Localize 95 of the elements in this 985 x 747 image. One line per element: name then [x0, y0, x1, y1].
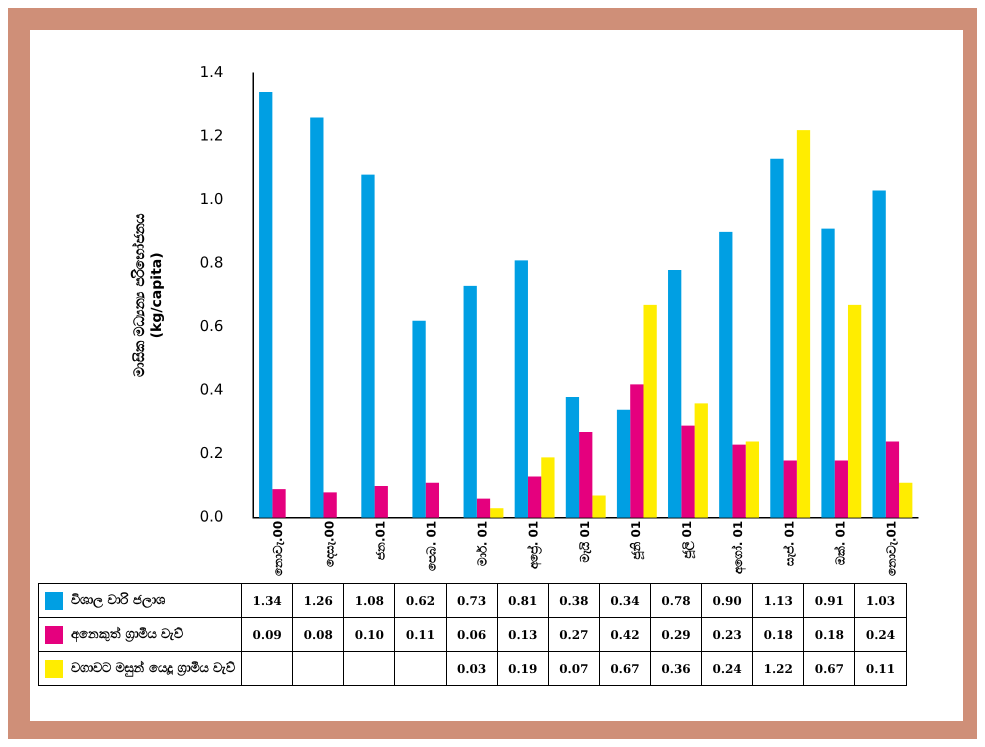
data-label: 0.90: [702, 584, 753, 618]
y-tick-label: 0.2: [200, 444, 224, 462]
bar: [323, 492, 337, 518]
bar: [374, 486, 388, 518]
data-label: 1.13: [752, 584, 804, 618]
x-tick-label: ජූලි 01: [680, 520, 696, 559]
data-label: 0.18: [804, 618, 855, 652]
bar: [770, 158, 784, 518]
x-tick-label: සැප්. 01: [782, 520, 796, 566]
bar: [514, 260, 528, 518]
y-tick-label: 0.6: [200, 317, 224, 336]
bar: [694, 403, 708, 518]
x-tick-label: නොවැ.00: [271, 520, 286, 576]
data-label: 0.42: [599, 618, 650, 652]
bar: [630, 384, 644, 518]
bar: [592, 496, 606, 518]
data-label: 0.29: [650, 618, 702, 652]
data-label: 0.67: [599, 652, 650, 686]
bar: [579, 432, 592, 518]
bar: [476, 498, 490, 518]
data-label: 0.19: [497, 652, 548, 686]
bar: [616, 410, 630, 518]
bar: [834, 460, 848, 518]
y-tick-label: 1.2: [200, 126, 224, 144]
data-label: 0.36: [650, 652, 702, 686]
data-label: 0.13: [497, 618, 548, 652]
y-tick-label: 0.4: [200, 380, 224, 399]
legend-label: වගාවට මසුන් යෙදූ ග්‍රාමීය වැව්: [71, 661, 236, 676]
bar: [259, 92, 272, 518]
legend-label: අනෙකුත් ග්‍රාමීය වැව්: [71, 627, 184, 642]
data-label: 0.18: [752, 618, 804, 652]
data-label: 1.26: [292, 584, 344, 618]
bar: [361, 174, 375, 518]
data-label: 0.11: [854, 652, 906, 686]
bar: [872, 190, 886, 518]
x-tick-label: අප්‍රේ. 01: [526, 520, 543, 570]
x-tick-label: මාර්. 01: [476, 520, 490, 566]
data-label: 0.24: [702, 652, 753, 686]
bar: [848, 304, 862, 518]
data-label: 0.62: [394, 584, 446, 618]
bar: [541, 457, 555, 518]
data-label: 0.07: [548, 652, 600, 686]
x-tick-label: මැයි 01: [578, 520, 592, 563]
y-tick-label: 1.0: [200, 190, 224, 208]
x-tick-label: ඔක්. 01: [833, 520, 848, 566]
bar: [464, 286, 477, 518]
bar: [528, 476, 542, 518]
bar: [426, 482, 440, 518]
data-label: 0.27: [548, 618, 600, 652]
x-tick-label: පෙබ. 01: [424, 520, 438, 572]
bar: [681, 426, 695, 518]
data-label: 0.10: [344, 618, 395, 652]
data-label: 0.38: [548, 584, 600, 618]
data-label: 0.34: [599, 584, 650, 618]
x-tick-label: අගෝ. 01: [731, 520, 746, 574]
bar: [821, 228, 835, 518]
bar: [899, 482, 912, 518]
data-label: 1.03: [854, 584, 906, 618]
bar: [746, 442, 760, 518]
bar: [886, 442, 900, 518]
bar: [490, 508, 504, 518]
data-label: 0.78: [650, 584, 702, 618]
data-label: 0.23: [702, 618, 753, 652]
data-label: 0.24: [854, 618, 906, 652]
bar: [732, 444, 746, 518]
data-label: 1.22: [752, 652, 804, 686]
data-label: 0.09: [242, 618, 293, 652]
data-label: 0.08: [292, 618, 344, 652]
bar: [566, 397, 580, 518]
data-label: 1.08: [344, 584, 395, 618]
bar: [796, 130, 810, 518]
bar: [784, 460, 797, 518]
bar: [310, 117, 324, 518]
x-tick-label: ජූනි 01: [628, 520, 645, 560]
data-label: 1.34: [242, 584, 293, 618]
bar: [272, 489, 286, 518]
data-label: 0.03: [446, 652, 498, 686]
x-tick-label: දෙසැ.00: [322, 520, 338, 568]
x-tick-label: නොවැ.01: [884, 520, 899, 576]
bar: [719, 232, 732, 518]
bar: [668, 270, 682, 518]
data-label: 0.67: [804, 652, 855, 686]
legend-label: විශාල වාරි ජලාශ: [71, 593, 166, 608]
bar: [643, 304, 657, 518]
y-tick-label: 1.4: [200, 62, 224, 81]
data-label: 0.06: [446, 618, 498, 652]
data-label: 0.11: [394, 618, 446, 652]
data-label: 0.81: [497, 584, 548, 618]
y-tick-label: 0.8: [200, 253, 224, 272]
y-axis-title: මාසික මධ්‍යන්‍ය පරිභෝජනය (kg/capita): [131, 213, 165, 378]
data-label: 0.91: [804, 584, 855, 618]
x-tick-label: ජන.01: [373, 520, 388, 560]
bar: [412, 320, 426, 518]
y-tick-label: 0.0: [200, 508, 224, 526]
data-label: 0.73: [446, 584, 498, 618]
